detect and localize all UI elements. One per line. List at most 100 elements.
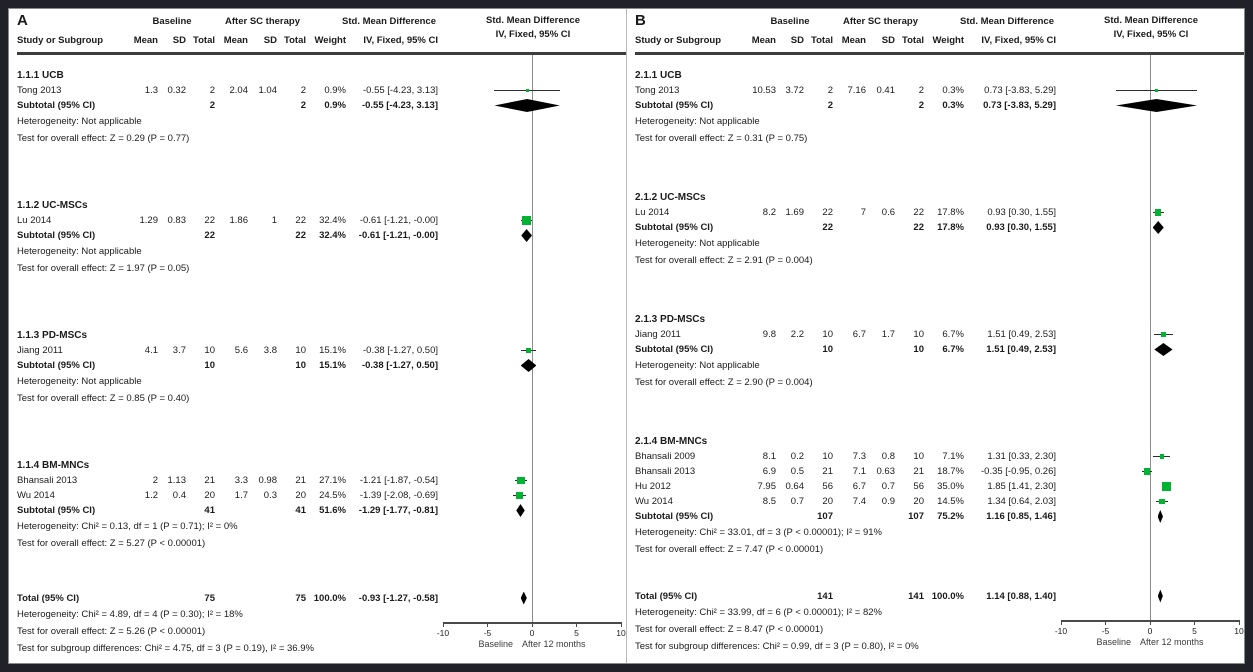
study-row: Wu 2014 1.2 0.4 20 1.7 0.3 20 24.5% -1.39 [-2.08…	[17, 488, 626, 503]
note-row: Test for overall effect: Z = 5.27 (P < 0…	[17, 538, 206, 549]
smd-group-header: Std. Mean Difference	[960, 15, 1054, 27]
study-row: Tong 2013 1.3 0.32 2 2.04 1.04 2 0.9% -0.55 [-4.…	[17, 83, 626, 98]
study-name: Subtotal (95% CI)	[17, 100, 96, 111]
after-mean: 1.86	[229, 215, 249, 226]
subtotal-diamond-marker	[1152, 221, 1164, 234]
weight: 32.4%	[319, 215, 346, 226]
x-axis-tick-label: 0	[1147, 626, 1153, 636]
after-mean: 7.1	[852, 466, 866, 477]
weight: 17.8%	[937, 222, 964, 233]
x-axis-tick-label: 10	[1234, 626, 1244, 636]
x-axis-tick	[1060, 620, 1062, 625]
effect-square-marker	[1155, 209, 1162, 216]
weight: 27.1%	[319, 475, 346, 486]
after-total: 10	[913, 344, 924, 355]
after-total: 10	[913, 451, 924, 462]
after-mean: 7	[860, 207, 866, 218]
study-name: Subtotal (95% CI)	[635, 511, 714, 522]
col-header-sd: SD	[790, 34, 804, 46]
after-mean: 5.6	[234, 345, 248, 356]
x-axis-tick	[620, 622, 622, 627]
panel-b-label: B	[635, 12, 646, 29]
after-total: 56	[913, 481, 924, 492]
x-axis-tick-label: 5	[574, 628, 579, 638]
subtotal-diamond-marker	[520, 359, 537, 372]
panel-a-group-headers: A Baseline After SC therapy Std. Mean Di…	[17, 9, 440, 29]
baseline-total: 2	[209, 100, 215, 111]
col-header-total: Total	[193, 34, 215, 46]
after-sd: 0.7	[881, 481, 895, 492]
panel-b-plot-header: Std. Mean Difference IV, Fixed, 95% CI	[1058, 9, 1244, 52]
after-mean: 6.7	[852, 329, 866, 340]
subtotal-row: Subtotal (95% CI) 10 10 15.1% -0.38 [-1.27, …	[17, 358, 626, 373]
study-row: Lu 2014 1.29 0.83 22 1.86 1 22 32.4% -0.61 [-1.2…	[17, 213, 626, 228]
weight: 100.0%	[931, 590, 964, 602]
effect-square-marker	[1154, 88, 1159, 93]
note-row: Test for overall effect: Z = 2.90 (P = 0…	[635, 377, 813, 388]
panel-a-column-headers: Study or Subgroup Mean SD Total Mean SD Total W…	[17, 29, 440, 51]
effect-square-marker	[515, 491, 524, 500]
plot-header-line2: IV, Fixed, 95% CI	[1113, 29, 1189, 41]
baseline-sd: 0.5	[790, 466, 804, 477]
smd-ci-text: 0.73 [-3.83, 5.29]	[983, 100, 1056, 111]
zero-effect-line	[531, 55, 533, 622]
subtotal-diamond-marker	[1157, 510, 1163, 523]
weight: 24.5%	[319, 490, 346, 501]
plot-header-line1: Std. Mean Difference	[1104, 15, 1198, 26]
axis-caption-baseline: Baseline	[1096, 637, 1131, 647]
smd-ci-text: 1.51 [0.49, 2.53]	[987, 329, 1056, 340]
baseline-total: 10	[822, 344, 833, 355]
weight: 32.4%	[319, 230, 346, 241]
panel-a-header: A Baseline After SC therapy Std. Mean Di…	[17, 9, 626, 55]
note-row: Heterogeneity: Chi² = 0.13, df = 1 (P = …	[17, 521, 238, 532]
panel-b-rows: 2.1.1 UCB Tong 2013 10.53 3.72 2 7.16 0.41 2 0.3…	[635, 55, 1244, 655]
baseline-total: 10	[204, 360, 215, 371]
study-name: Subtotal (95% CI)	[17, 230, 96, 241]
weight: 75.2%	[937, 511, 964, 522]
after-sc-therapy-group-header: After SC therapy	[225, 15, 300, 27]
after-total: 2	[300, 85, 306, 96]
subtotal-diamond-marker	[494, 99, 560, 112]
x-axis-tick	[442, 622, 444, 627]
col-header-sd: SD	[172, 34, 186, 46]
note-row: Test for overall effect: Z = 8.47 (P < 0…	[635, 624, 824, 635]
after-total: 10	[295, 360, 306, 371]
section-row: 1.1.1 UCB	[17, 70, 64, 81]
smd-ci-text: 1.14 [0.88, 1.40]	[986, 590, 1056, 602]
after-total: 41	[295, 505, 306, 516]
weight: 0.9%	[324, 100, 346, 111]
effect-square-marker	[1161, 332, 1166, 337]
after-total: 20	[913, 496, 924, 507]
x-axis-tick-label: 10	[616, 628, 626, 638]
subtotal-diamond-marker	[1154, 343, 1173, 356]
smd-ci-text: -0.38 [-1.27, 0.50]	[361, 360, 438, 371]
section-row: 2.1.2 UC-MSCs	[635, 192, 706, 203]
after-sc-therapy-group-header: After SC therapy	[843, 15, 918, 27]
baseline-total: 20	[822, 496, 833, 507]
study-row: Jiang 2011 4.1 3.7 10 5.6 3.8 10 15.1% -0.38 [-1…	[17, 343, 626, 358]
smd-ci-text: -1.39 [-2.08, -0.69]	[359, 490, 438, 501]
after-sd: 0.6	[881, 207, 895, 218]
baseline-mean: 1.2	[144, 490, 158, 501]
note-row: Test for overall effect: Z = 0.31 (P = 0…	[635, 133, 808, 144]
effect-square-marker	[525, 347, 532, 354]
after-mean: 2.04	[229, 85, 249, 96]
baseline-mean: 8.1	[762, 451, 776, 462]
note-row: Heterogeneity: Not applicable	[17, 246, 142, 257]
col-header-mean: Mean	[751, 34, 776, 46]
x-axis-tick	[487, 622, 488, 627]
note-row: Heterogeneity: Not applicable	[17, 116, 142, 127]
section-row: 2.1.3 PD-MSCs	[635, 314, 706, 325]
note-row: Test for overall effect: Z = 2.91 (P = 0…	[635, 255, 813, 266]
baseline-sd: 0.64	[785, 481, 805, 492]
study-name: Total (95% CI)	[635, 590, 698, 602]
figure-canvas: A Baseline After SC therapy Std. Mean Di…	[8, 8, 1245, 664]
panel-b-forest-plot: -10 -5 0 5 10 Baseline After 12 months	[1055, 55, 1244, 663]
after-total: 107	[908, 511, 924, 522]
baseline-total: 2	[827, 100, 833, 111]
after-mean: 3.3	[234, 475, 248, 486]
baseline-total: 21	[204, 475, 215, 486]
col-header-iv-fixed-95-ci: IV, Fixed, 95% CI	[363, 34, 438, 46]
weight: 17.8%	[937, 207, 964, 218]
axis-caption: Baseline After 12 months	[1061, 637, 1239, 647]
